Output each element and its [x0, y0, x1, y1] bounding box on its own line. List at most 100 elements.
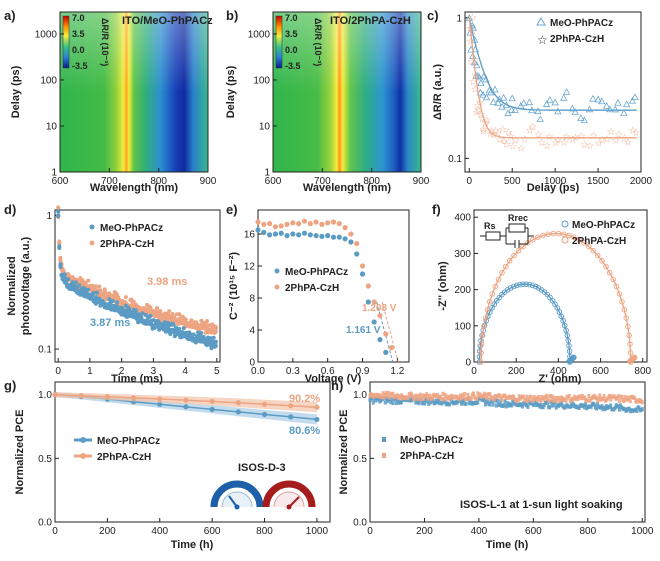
h-point: [500, 397, 504, 402]
e-point: [371, 319, 377, 325]
h-point: [436, 392, 440, 397]
d-point: [209, 346, 214, 351]
h-point: [595, 406, 599, 411]
panel-h: 0 200 400 600 800 1000 0.0 0.5 1.0 MeO-PhPACz 2P…: [338, 381, 654, 551]
panel-g-xtick-label-2: 400: [151, 526, 168, 537]
f-point: [479, 332, 486, 339]
e-point: [383, 349, 389, 355]
heatmap-b-ytick-label-1: 10: [259, 121, 271, 132]
h-point: [425, 392, 429, 397]
f-point: [532, 283, 539, 290]
h-point: [547, 398, 551, 403]
legend-h: MeO-PhPACz 2PhPA-CzH: [382, 435, 463, 462]
h-point: [461, 392, 465, 397]
e-point: [365, 283, 371, 289]
panel-d-xtick-label-1: 1: [87, 366, 93, 377]
panel-e: 0.0 0.3 0.6 0.9 1.2 0 4 8 12 16 MeO-PhPACz 2PhPA-…: [228, 209, 410, 385]
h-point: [421, 396, 425, 401]
e-point: [296, 232, 302, 238]
d-point: [207, 323, 212, 328]
h-point: [592, 402, 596, 407]
h-point: [598, 393, 602, 398]
h-point: [510, 403, 514, 408]
f-point: [499, 270, 505, 276]
h-point: [548, 405, 552, 410]
e-point: [325, 233, 331, 239]
h-point: [583, 395, 587, 400]
panel-c-xtick-label-0: 0: [467, 176, 473, 187]
colorbar-b-tick-1: 3.5: [285, 29, 298, 39]
c-point: [594, 95, 602, 103]
h-point: [387, 390, 391, 395]
h-point: [478, 392, 482, 397]
h-point: [586, 398, 590, 403]
h-point: [398, 396, 402, 401]
e-point: [313, 219, 319, 225]
e-point: [255, 227, 261, 233]
c-point: ☆: [472, 108, 481, 119]
h-point: [468, 398, 472, 403]
h-point: [431, 398, 435, 403]
h-point: [449, 396, 453, 401]
h-point: [483, 402, 487, 407]
h-point: [442, 397, 446, 402]
g-point: [209, 406, 215, 412]
h-point: [395, 393, 399, 398]
e-point: [290, 231, 296, 237]
f-point: [507, 285, 514, 291]
panel-f-xtick-label-4: 800: [634, 366, 651, 377]
e-point: [342, 225, 348, 231]
f-point: [478, 350, 484, 356]
e-point: [313, 233, 319, 239]
h-point: [517, 394, 521, 399]
legend-d-marker-1: [89, 240, 95, 246]
c-point: [628, 96, 637, 104]
c-point: ☆: [473, 101, 482, 112]
c-point: [468, 21, 477, 29]
g-point: [78, 393, 84, 399]
colorbar-a-tick-3: -3.5: [72, 61, 88, 71]
d-point: [148, 313, 153, 318]
h-point: [542, 402, 546, 407]
h-point: [491, 402, 495, 407]
legend-g: MeO-PhPACz 2PhPA-CzH: [74, 436, 160, 463]
panel-f-xtick-label-1: 200: [508, 366, 525, 377]
f-point: [623, 315, 629, 321]
panel-g-ytick-label-2: 1.0: [38, 390, 52, 401]
panel-h-xtick-label-0: 0: [367, 526, 373, 537]
heatmap-a-ytick-label-0: 1: [51, 168, 57, 179]
frame-e: [257, 209, 410, 363]
panel-f-ytick-label-1: 100: [454, 321, 471, 332]
c-point: ☆: [594, 138, 603, 149]
h-point: [587, 393, 591, 398]
h-point: [529, 394, 533, 399]
f-point: [544, 291, 551, 298]
e-point: [325, 220, 331, 226]
panel-d-ytick-label-0: 0.1: [38, 345, 52, 356]
c-point: [519, 99, 528, 106]
h-point: [601, 396, 605, 401]
h-point: [541, 405, 545, 410]
end-label-orange: 90.2%: [289, 393, 320, 405]
c-point: ☆: [482, 116, 491, 127]
panel-h-xtick-label-4: 800: [579, 526, 596, 537]
c-point: ☆: [520, 135, 529, 146]
d-point: [167, 309, 172, 314]
ylabel-a: Delay (ps): [10, 65, 22, 118]
c-point: [470, 35, 479, 43]
f-point: [477, 343, 484, 349]
f-point: [526, 281, 533, 288]
f-point: [534, 234, 541, 241]
xlabel-e: Voltage (V): [305, 373, 362, 385]
g-point: [104, 394, 110, 400]
legend-f-label-1: 2PhPA-CzH: [572, 236, 626, 247]
e-point: [278, 223, 284, 229]
d-point: [183, 317, 188, 322]
h-point: [558, 399, 562, 404]
panel-f-ytick-label-2: 200: [454, 285, 471, 296]
c-point: ☆: [467, 57, 476, 68]
colorbar-a-tick-1: 3.5: [72, 29, 85, 39]
h-point: [512, 394, 516, 399]
h-point: [573, 394, 577, 399]
panel-h-ytick-label-1: 0.5: [353, 454, 367, 465]
